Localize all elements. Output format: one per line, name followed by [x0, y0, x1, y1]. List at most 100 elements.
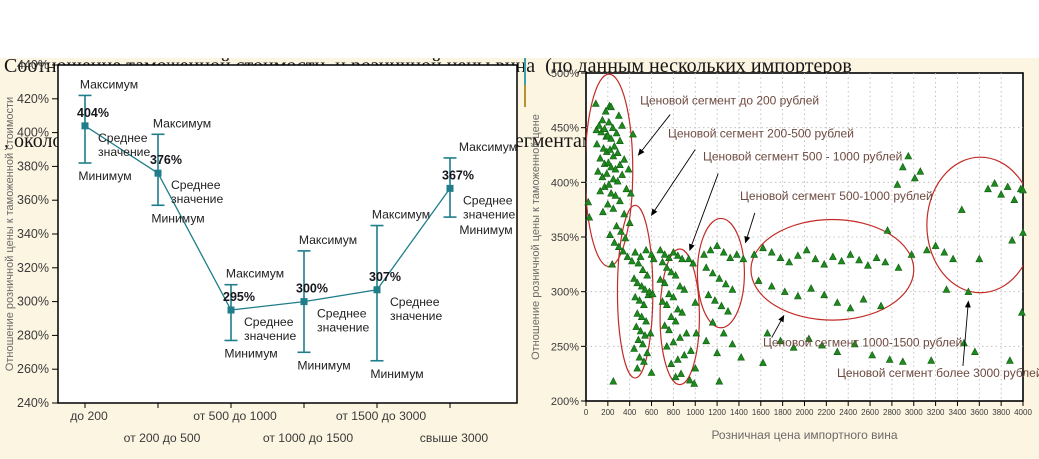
scatter-point — [811, 254, 820, 263]
scatter-point — [1019, 185, 1027, 194]
scatter-point — [616, 136, 624, 145]
scatter-point — [607, 134, 615, 142]
scatter-point — [642, 316, 650, 325]
scatter-point — [636, 326, 645, 335]
scatter-point — [833, 298, 842, 306]
y-tick-label: 260% — [17, 362, 49, 376]
scatter-point — [622, 184, 631, 193]
scatter-point — [637, 312, 646, 320]
scatter-point — [785, 257, 794, 266]
x-tick-label: 2600 — [861, 408, 879, 417]
mean-label: Среднее — [244, 315, 294, 329]
scatter-point — [637, 281, 646, 290]
scatter-point — [780, 287, 789, 295]
scatter-point — [737, 353, 745, 361]
scatter-point — [638, 265, 647, 274]
max-label: Максимум — [299, 233, 357, 247]
scatter-point — [623, 252, 632, 260]
x-tick-label: 600 — [645, 408, 659, 417]
scatter-point — [660, 278, 669, 287]
x-tick-label: 1400 — [730, 408, 748, 417]
page-title: Соотношение таможенной стоимости и розни… — [0, 0, 1039, 152]
scatter-point — [713, 348, 721, 357]
scatter-point — [629, 129, 637, 138]
scatter-point — [603, 131, 612, 139]
scatter-point — [690, 379, 699, 387]
y-tick-label: 360% — [17, 193, 49, 207]
scatter-point — [1010, 195, 1019, 204]
scatter-point — [656, 275, 665, 283]
annotation-arrow — [962, 300, 971, 367]
mean-label: значение — [244, 329, 296, 343]
scatter-point — [647, 368, 656, 376]
x-tick-label: 4000 — [1014, 408, 1032, 417]
scatter-point — [910, 173, 919, 182]
scatter-point — [1006, 356, 1014, 364]
scatter-point — [732, 250, 741, 258]
x-tick-label: свыше 3000 — [420, 431, 489, 445]
right-chart-svg: 0 200 400 600 800 1000 1200 1400 1600 1800 2000 220… — [530, 68, 1039, 442]
y-tick-label: 300% — [17, 295, 49, 309]
scatter-point — [635, 353, 644, 361]
scatter-point — [620, 155, 629, 163]
scatter-point — [667, 359, 676, 367]
scatter-point — [665, 253, 673, 262]
max-label: Максимум — [459, 140, 517, 154]
scatter-point — [642, 245, 650, 254]
mean-marker — [227, 306, 235, 314]
scatter-point — [610, 142, 619, 150]
scatter-point — [667, 312, 676, 320]
y-tick-label: 420% — [17, 92, 49, 106]
scatter-point — [820, 290, 829, 299]
scatter-point — [673, 251, 682, 259]
annotation-arrow — [771, 314, 785, 338]
scatter-point — [658, 257, 667, 266]
scatter-point — [715, 274, 724, 282]
left-plot-area — [57, 64, 518, 404]
scatter-point — [641, 285, 649, 293]
scatter-point — [794, 251, 802, 259]
value-label: 300% — [296, 282, 328, 296]
scatter-point — [687, 346, 695, 354]
right-x-axis-title: Розничная цена импортного вина — [711, 428, 897, 442]
mean-label: Среднее — [390, 295, 440, 309]
scatter-point — [633, 363, 642, 372]
scatter-point — [676, 281, 684, 290]
scatter-point — [927, 356, 936, 364]
left-y-axis-title: Отношение розничной цены к таможенной ст… — [4, 97, 16, 371]
scatter-point — [630, 274, 638, 282]
y-tick-label: 500% — [551, 68, 579, 80]
y-tick-label: 350% — [551, 232, 579, 244]
scatter-point — [619, 246, 627, 255]
scatter-point — [656, 245, 665, 254]
x-tick-label: от 500 до 1000 — [193, 409, 277, 423]
scatter-point — [713, 241, 721, 249]
scatter-point — [708, 268, 717, 277]
mean-label: Среднее — [317, 307, 367, 321]
scatter-point — [1018, 308, 1026, 316]
scatter-point — [585, 213, 594, 221]
scatter-point — [611, 164, 620, 173]
scatter-point — [719, 328, 728, 337]
scatter-point — [904, 151, 913, 160]
mean-label: значение — [463, 207, 515, 221]
scatter-point — [624, 164, 633, 173]
x-tick-label: 2400 — [839, 408, 857, 417]
scatter-point — [820, 260, 829, 268]
mean-line — [84, 125, 451, 311]
max-label: Максимум — [226, 267, 284, 281]
scatter-point — [807, 284, 815, 292]
scatter-point — [776, 336, 785, 345]
scatter-point — [829, 252, 837, 260]
scatter-point — [609, 174, 618, 183]
x-tick-label: 0 — [584, 408, 589, 417]
x-tick-label: от 200 до 500 — [124, 431, 201, 445]
scatter-point — [605, 180, 613, 188]
scatter-point — [662, 300, 671, 309]
mean-marker — [446, 184, 454, 192]
value-label: 295% — [223, 290, 255, 304]
cluster-ellipse — [750, 218, 915, 321]
x-tick-label: 2000 — [796, 408, 814, 417]
x-tick-label: до 200 — [70, 409, 108, 423]
y-tick-label: 320% — [17, 261, 49, 275]
